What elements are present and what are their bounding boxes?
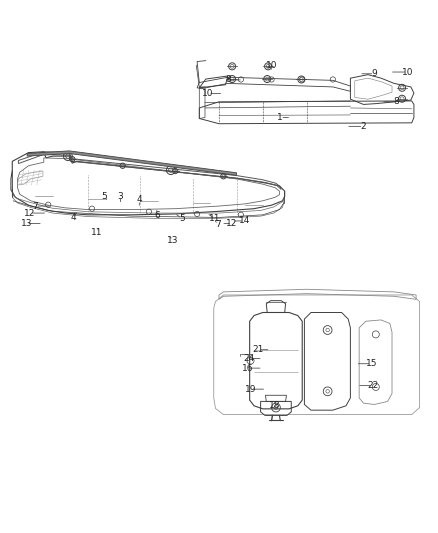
Text: 10: 10 [266, 61, 277, 70]
Text: 11: 11 [91, 228, 102, 237]
Text: 5: 5 [101, 192, 107, 201]
Text: 15: 15 [366, 359, 377, 368]
Text: 1: 1 [277, 113, 283, 122]
Text: 19: 19 [245, 385, 256, 394]
Text: 12: 12 [24, 208, 35, 217]
Text: 7: 7 [32, 201, 38, 211]
Text: 6: 6 [154, 211, 160, 220]
Polygon shape [27, 151, 237, 175]
Text: 16: 16 [242, 364, 253, 373]
Text: 21: 21 [253, 345, 264, 354]
Text: 22: 22 [367, 381, 379, 390]
Text: 12: 12 [226, 219, 238, 228]
Text: 14: 14 [239, 216, 250, 225]
Text: 4: 4 [71, 213, 76, 222]
Text: 13: 13 [167, 236, 179, 245]
Text: 2: 2 [361, 122, 366, 131]
Text: 10: 10 [202, 89, 214, 98]
Text: 3: 3 [117, 192, 124, 201]
Text: 8: 8 [225, 75, 231, 84]
Text: 18: 18 [269, 401, 281, 410]
Text: 4: 4 [137, 196, 142, 205]
Text: 8: 8 [393, 98, 399, 106]
Text: 13: 13 [21, 219, 32, 228]
Text: 10: 10 [402, 68, 413, 77]
Text: 7: 7 [215, 220, 221, 229]
Text: 9: 9 [371, 69, 378, 78]
Text: 24: 24 [243, 354, 254, 363]
Text: 5: 5 [179, 214, 185, 223]
Text: 11: 11 [209, 214, 220, 223]
